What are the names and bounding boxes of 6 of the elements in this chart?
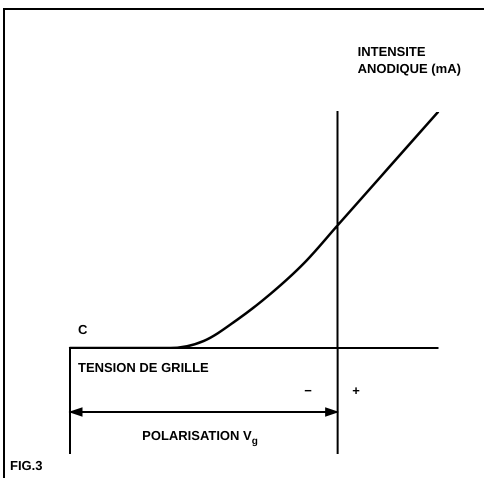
text: + [352, 383, 360, 398]
annotation: C [78, 322, 88, 337]
text: − [304, 383, 312, 398]
caption: FIG.3 [10, 458, 43, 473]
y-axis-title: INTENSITE ANODIQUE (mA) [358, 44, 461, 76]
x-axis-title: TENSION DE GRILLE [78, 360, 210, 375]
